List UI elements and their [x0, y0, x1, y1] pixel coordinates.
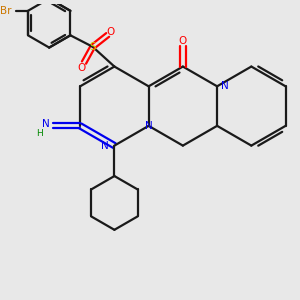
Text: N: N: [145, 121, 152, 131]
Text: S: S: [89, 42, 96, 52]
Text: O: O: [106, 27, 114, 37]
Text: Br: Br: [0, 6, 12, 16]
Text: N: N: [101, 141, 109, 151]
Text: N: N: [221, 81, 229, 91]
Text: O: O: [179, 36, 187, 46]
Text: N: N: [42, 119, 50, 129]
Text: O: O: [77, 63, 86, 73]
Text: H: H: [36, 129, 43, 138]
